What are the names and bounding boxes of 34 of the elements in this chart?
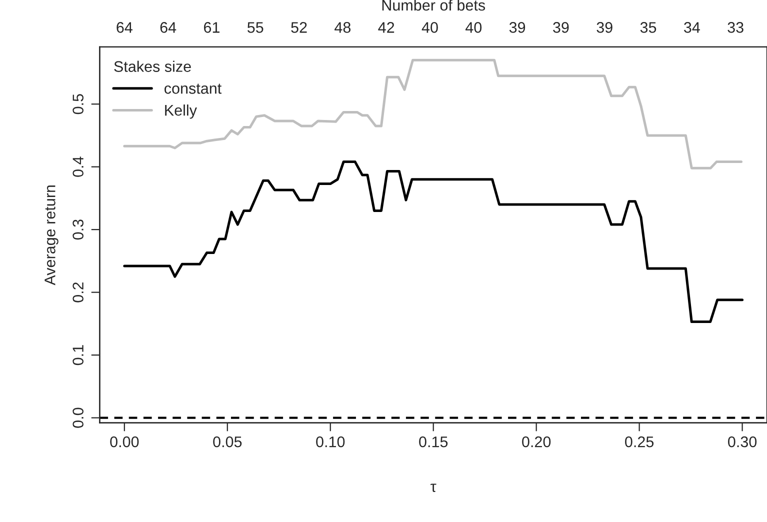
text: 39: [553, 22, 569, 33]
text: 64: [116, 22, 132, 33]
text: 55: [247, 22, 264, 33]
text: 33: [728, 22, 744, 33]
x-axis-title: τ: [430, 484, 436, 492]
text: 48: [334, 22, 351, 33]
text: 52: [291, 22, 307, 33]
x-tick-label: 0.10: [316, 436, 345, 448]
y-tick-label: 0.4: [72, 156, 84, 177]
y-tick-label: 0.3: [72, 220, 84, 240]
line-series: [123, 160, 744, 324]
x-tick-label: 0.15: [419, 436, 448, 448]
text: 42: [378, 22, 394, 33]
y-tick-label: 0.0: [72, 408, 84, 428]
legend-label: Kelly: [165, 104, 197, 119]
text: 64: [160, 22, 176, 33]
x-tick-label: 0.05: [213, 436, 242, 448]
text: 35: [640, 22, 656, 33]
text: 40: [422, 22, 438, 33]
x-tick-label: 0.30: [728, 436, 757, 448]
y-tick-label: 0.2: [72, 282, 84, 302]
text: 39: [509, 22, 526, 33]
y-tick-label: 0.5: [72, 94, 84, 114]
text: 40: [466, 22, 482, 33]
text: 39: [596, 22, 612, 33]
text: 61: [204, 22, 220, 33]
legend-label: constant: [164, 84, 222, 94]
y-tick-label: 0.1: [72, 345, 84, 366]
x-tick-label: 0.20: [522, 436, 551, 448]
legend-title: Stakes size: [114, 60, 191, 72]
x-tick-label: 0.00: [110, 436, 139, 448]
x-tick-label: 0.25: [625, 436, 654, 448]
text: 34: [684, 22, 700, 33]
y-axis-title: Average return: [44, 185, 58, 286]
